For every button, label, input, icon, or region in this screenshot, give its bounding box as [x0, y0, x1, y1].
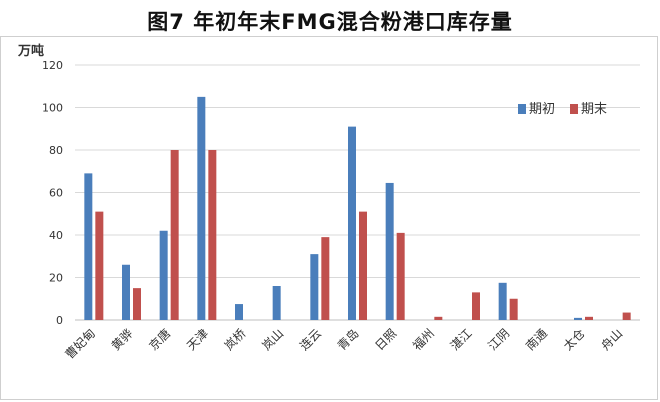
- bar-start: [197, 96, 206, 320]
- bar-start: [348, 126, 356, 320]
- x-tick-label: 曹妃甸: [63, 326, 98, 361]
- x-tick-label: 连云: [296, 326, 324, 354]
- x-tick-label: 太仓: [560, 326, 588, 354]
- bar-start: [84, 173, 93, 320]
- bar-end: [622, 312, 631, 320]
- legend-swatch: [518, 104, 526, 114]
- bar-end: [170, 150, 179, 320]
- bar-end: [95, 211, 104, 320]
- x-tick-label: 福州: [409, 326, 437, 354]
- chart-title: 图7 年初年末FMG混合粉港口库存量: [147, 10, 513, 34]
- bar-end: [472, 292, 480, 320]
- bar-end: [585, 316, 593, 320]
- x-tick-label: 京唐: [146, 326, 174, 354]
- bar-start: [574, 317, 582, 320]
- bar-start: [310, 254, 319, 320]
- x-tick-label: 青岛: [334, 326, 362, 354]
- x-tick-label: 天津: [184, 326, 211, 353]
- y-tick-label: 40: [49, 229, 63, 242]
- x-tick-label: 湛江: [448, 326, 475, 353]
- bar-start: [235, 304, 243, 320]
- bar-start: [159, 230, 168, 320]
- chart-frame: [0, 36, 658, 400]
- y-tick-label: 60: [49, 187, 63, 200]
- y-tick-label: 20: [49, 272, 63, 285]
- x-tick-label: 岚山: [259, 326, 286, 353]
- bar-end: [396, 232, 405, 320]
- legend-swatch: [570, 104, 578, 114]
- legend-label: 期末: [581, 102, 607, 117]
- bar-start: [385, 182, 394, 320]
- y-tick-label: 80: [49, 144, 63, 157]
- y-axis-unit-label: 万吨: [18, 44, 45, 59]
- bar-end: [208, 150, 217, 320]
- bar-start: [272, 286, 281, 320]
- bar-end: [434, 316, 443, 320]
- bar-end: [133, 288, 141, 320]
- y-tick-label: 100: [42, 102, 63, 115]
- bar-end: [509, 298, 518, 320]
- bar-end: [321, 237, 330, 320]
- y-tick-label: 120: [42, 59, 63, 72]
- x-tick-label: 岚桥: [222, 326, 249, 353]
- bar-start: [498, 282, 507, 320]
- x-tick-label: 南通: [522, 326, 550, 354]
- x-tick-label: 日照: [372, 326, 399, 353]
- x-tick-label: 江阴: [485, 326, 512, 353]
- legend-label: 期初: [529, 102, 555, 117]
- x-tick-label: 黄骅: [109, 326, 136, 353]
- x-tick-label: 舟山: [598, 326, 625, 353]
- y-tick-label: 0: [56, 314, 63, 327]
- bar-start: [122, 264, 130, 320]
- bar-end: [359, 211, 367, 320]
